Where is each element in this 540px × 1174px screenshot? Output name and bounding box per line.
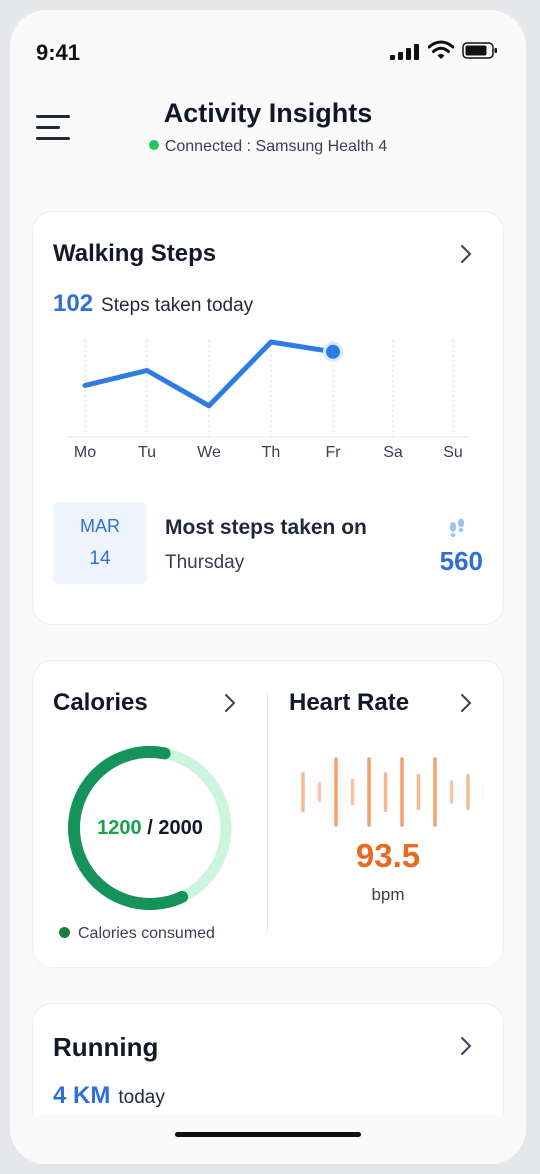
day-label-su: Su bbox=[443, 444, 463, 461]
steps-value: 102 bbox=[53, 290, 94, 317]
day-label-tu: Tu bbox=[137, 444, 157, 461]
connection-text: Connected : Samsung Health 4 bbox=[164, 138, 388, 155]
menu-icon[interactable] bbox=[36, 112, 72, 142]
day-label-th: Th bbox=[261, 444, 281, 461]
day-label-fr: Fr bbox=[325, 444, 341, 461]
day-label-we: We bbox=[197, 444, 221, 461]
walking-steps-title: Walking Steps bbox=[53, 240, 217, 267]
calories-goal-value: 2000 bbox=[158, 817, 203, 839]
best-day-steps: 560 bbox=[439, 546, 483, 576]
heart-rate-waveform bbox=[301, 757, 483, 827]
highlight-point bbox=[326, 344, 340, 359]
chevron-right-icon[interactable] bbox=[459, 243, 473, 265]
calories-legend: Calories consumed bbox=[59, 925, 215, 943]
footsteps-icon bbox=[449, 518, 465, 537]
page-title: Activity Insights bbox=[163, 98, 373, 128]
calories-consumed-arc bbox=[68, 746, 232, 910]
calories-progress-ring bbox=[68, 746, 232, 910]
heart-rate-value: 93.5 bbox=[355, 837, 421, 874]
steps-line-chart bbox=[67, 339, 469, 438]
phone-screen: 9:41 Activity Insights Connected : Samsu… bbox=[10, 10, 526, 1164]
calories-legend-label: Calories consumed bbox=[78, 925, 215, 942]
calories-heart-card: Calories 1200 / 2000 Calories consumed H… bbox=[32, 660, 504, 968]
day-label-mo: Mo bbox=[73, 444, 97, 461]
status-bar: 9:41 bbox=[10, 10, 526, 90]
running-today: 4 KM today bbox=[53, 1082, 165, 1110]
steps-label: Steps taken today bbox=[101, 295, 254, 316]
steps-today: 102 Steps taken today bbox=[53, 290, 253, 318]
calories-separator: / bbox=[141, 817, 159, 839]
status-time: 9:41 bbox=[36, 40, 81, 65]
calories-consumed-value: 1200 bbox=[97, 817, 142, 839]
connection-status: Connected : Samsung Health 4 bbox=[10, 138, 526, 156]
steps-series-line bbox=[82, 339, 336, 409]
heart-rate-unit: bpm bbox=[371, 885, 405, 904]
battery-icon bbox=[462, 42, 497, 59]
legend-dot-icon bbox=[59, 927, 70, 938]
best-day-date: MAR 14 bbox=[53, 502, 147, 584]
bottom-bar bbox=[10, 1114, 526, 1164]
section-divider bbox=[267, 693, 268, 933]
best-day-month: MAR bbox=[80, 516, 120, 536]
chevron-right-icon[interactable] bbox=[223, 692, 237, 714]
wifi-icon bbox=[428, 40, 454, 59]
calories-title: Calories bbox=[53, 689, 148, 716]
connected-dot-icon bbox=[148, 140, 159, 150]
chevron-right-icon[interactable] bbox=[459, 692, 473, 714]
best-day-number: 14 bbox=[89, 548, 111, 569]
running-distance: 4 KM bbox=[53, 1082, 111, 1109]
walking-steps-card[interactable]: Walking Steps 102 Steps taken today Mo Tu W… bbox=[32, 211, 504, 625]
best-day-title: Most steps taken on bbox=[165, 516, 367, 539]
cellular-signal-icon bbox=[390, 44, 419, 60]
heart-rate-title: Heart Rate bbox=[289, 689, 410, 716]
best-day-weekday: Thursday bbox=[165, 552, 245, 573]
chevron-right-icon[interactable] bbox=[459, 1035, 473, 1057]
running-title: Running bbox=[53, 1032, 159, 1062]
calories-progress-text: 1200 / 2000 bbox=[63, 817, 237, 840]
running-label: today bbox=[118, 1087, 165, 1108]
day-label-sa: Sa bbox=[383, 444, 403, 461]
home-indicator[interactable] bbox=[175, 1132, 361, 1137]
